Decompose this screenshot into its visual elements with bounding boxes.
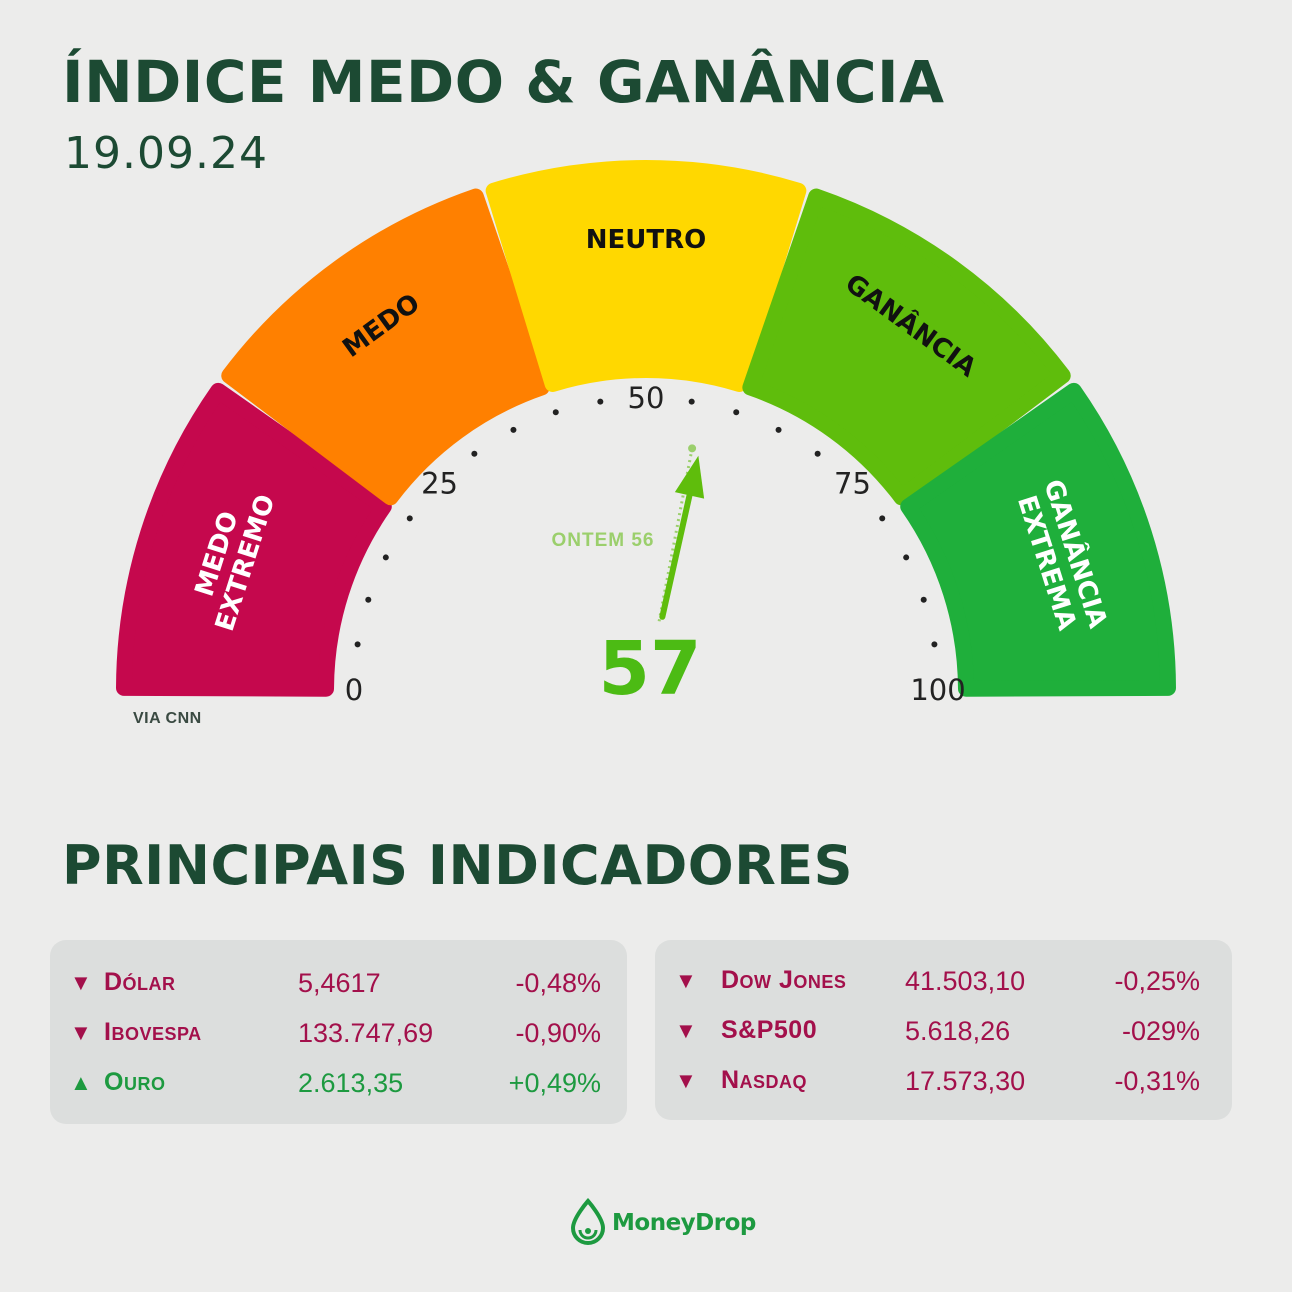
gauge-segment-label-2: NEUTRO — [586, 225, 707, 255]
indicator-change: +0,49% — [508, 1068, 601, 1098]
indicators-panel-right: ▼ Dow Jones 41.503,10 -0,25% ▼ S&P500 5.… — [655, 940, 1232, 1120]
indicator-value: 2.613,35 — [298, 1068, 404, 1098]
indicator-row-dolar: ▼ Dólar 5,4617 -0,48% — [50, 962, 627, 1002]
indicator-row-sp500: ▼ S&P500 5.618,26 -029% — [655, 1010, 1232, 1050]
indicator-change: -0,25% — [1114, 966, 1200, 996]
gauge-tick-label: 100 — [910, 673, 965, 707]
gauge-tick-dot — [471, 450, 478, 457]
indicator-value: 41.503,10 — [905, 966, 1026, 996]
indicator-name: Ibovespa — [104, 1018, 202, 1046]
gauge-tick-dot — [365, 596, 372, 603]
indicator-row-dow-jones: ▼ Dow Jones 41.503,10 -0,25% — [655, 960, 1232, 1000]
fear-greed-gauge: MEDOEXTREMOMEDONEUTROGANÂNCIAGANÂNCIAEXT… — [116, 160, 1176, 712]
indicator-value: 5.618,26 — [905, 1016, 1011, 1046]
gauge-segment-4 — [900, 382, 1176, 697]
indicator-arrow-icon: ▼ — [675, 1018, 697, 1043]
gauge-tick-dot — [382, 554, 389, 561]
indicator-arrow-icon: ▼ — [675, 1068, 697, 1093]
indicator-value: 17.573,30 — [905, 1066, 1026, 1096]
gauge-tick-dot — [733, 409, 740, 416]
indicator-row-ibovespa: ▼ Ibovespa 133.747,69 -0,90% — [50, 1012, 627, 1052]
gauge-tick-dot — [931, 641, 938, 648]
gauge-tick-label: 0 — [345, 673, 363, 707]
gauge-tick-dot — [903, 554, 910, 561]
gauge-yesterday-label: ONTEM 56 — [551, 530, 654, 551]
gauge-needle — [659, 484, 695, 620]
indicator-arrow-icon: ▼ — [70, 970, 92, 995]
page-date: 19.09.24 — [64, 128, 268, 179]
drop-icon — [570, 1198, 606, 1245]
gauge-tick-dot — [775, 426, 782, 433]
indicator-name: Nasdaq — [721, 1066, 808, 1094]
gauge-tick-dot — [597, 398, 604, 405]
gauge-needle-head — [674, 455, 705, 499]
indicator-arrow-icon: ▲ — [70, 1070, 92, 1095]
gauge-tick-dot — [879, 515, 886, 522]
gauge-tick-label: 50 — [628, 381, 665, 415]
gauge-tick-dot — [814, 450, 821, 457]
indicator-name: Ouro — [104, 1068, 166, 1096]
indicator-change: -0,48% — [515, 968, 601, 998]
indicators-title: PRINCIPAIS INDICADORES — [62, 834, 854, 897]
brand-logo: MoneyDrop — [568, 1198, 758, 1248]
indicator-change: -029% — [1121, 1016, 1200, 1046]
indicator-name: S&P500 — [721, 1016, 818, 1044]
gauge-tick-dot — [688, 398, 695, 405]
brand-name: MoneyDrop — [612, 1210, 756, 1236]
indicator-row-nasdaq: ▼ Nasdaq 17.573,30 -0,31% — [655, 1060, 1232, 1100]
gauge-segment-2 — [485, 160, 807, 392]
indicator-row-ouro: ▲ Ouro 2.613,35 +0,49% — [50, 1062, 627, 1102]
gauge-segment-label-line: NEUTRO — [586, 225, 707, 255]
gauge-segment-1 — [221, 188, 550, 506]
gauge-segment-label-0: MEDOEXTREMO — [181, 482, 281, 635]
gauge-tick-dot — [354, 641, 361, 648]
gauge-tick-dot — [510, 426, 517, 433]
indicator-arrow-icon: ▼ — [675, 968, 697, 993]
indicator-arrow-icon: ▼ — [70, 1020, 92, 1045]
gauge-segment-3 — [742, 188, 1071, 506]
indicator-name: Dólar — [104, 968, 176, 996]
gauge-yesterday-tip — [688, 444, 697, 453]
gauge-tick-dot — [552, 409, 559, 416]
gauge-tick-label: 75 — [834, 467, 871, 501]
indicators-panel-left: ▼ Dólar 5,4617 -0,48% ▼ Ibovespa 133.747… — [50, 940, 627, 1124]
indicator-name: Dow Jones — [721, 966, 847, 994]
indicator-value: 133.747,69 — [298, 1018, 434, 1048]
indicator-change: -0,90% — [515, 1018, 601, 1048]
gauge-tick-label: 25 — [421, 467, 458, 501]
indicator-value: 5,4617 — [298, 968, 381, 998]
gauge-tick-dot — [406, 515, 413, 522]
page-title: ÍNDICE MEDO & GANÂNCIA — [62, 48, 945, 116]
gauge-tick-dot — [920, 596, 927, 603]
indicator-change: -0,31% — [1114, 1066, 1200, 1096]
source-label: VIA CNN — [133, 710, 202, 727]
gauge-value: 57 — [599, 626, 702, 712]
gauge-segment-0 — [116, 382, 392, 697]
